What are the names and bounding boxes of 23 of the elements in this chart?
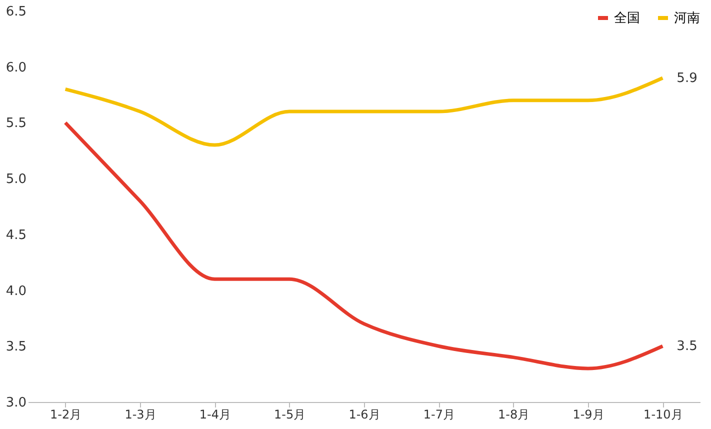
legend-label: 河南 (674, 11, 700, 26)
x-tick-label: 1-5月 (274, 408, 306, 422)
y-tick-label: 4.0 (6, 284, 26, 299)
x-tick-label: 1-7月 (423, 408, 455, 422)
data-label: 5.9 (676, 71, 698, 86)
x-tick-label: 1-3月 (124, 408, 156, 422)
y-tick-label: 3.0 (6, 396, 26, 410)
x-tick-label: 1-2月 (50, 408, 82, 422)
x-tick-label: 1-4月 (199, 408, 231, 422)
y-tick-label: 5.5 (6, 116, 26, 132)
x-tick-label: 1-9月 (572, 408, 604, 422)
legend-label: 全国 (614, 11, 640, 26)
y-tick-label: 6.0 (6, 60, 26, 76)
line-series (64, 76, 664, 147)
y-tick-label: 3.5 (6, 340, 26, 355)
line-series (64, 120, 664, 370)
y-tick-label: 4.5 (6, 228, 26, 243)
x-tick-label: 1-6月 (348, 408, 380, 422)
y-tick-label: 5.0 (6, 172, 26, 188)
y-tick-label: 6.5 (6, 4, 26, 20)
x-tick-label: 1-10月 (644, 408, 683, 422)
x-tick-label: 1-8月 (498, 408, 530, 422)
data-label: 3.5 (676, 339, 698, 354)
